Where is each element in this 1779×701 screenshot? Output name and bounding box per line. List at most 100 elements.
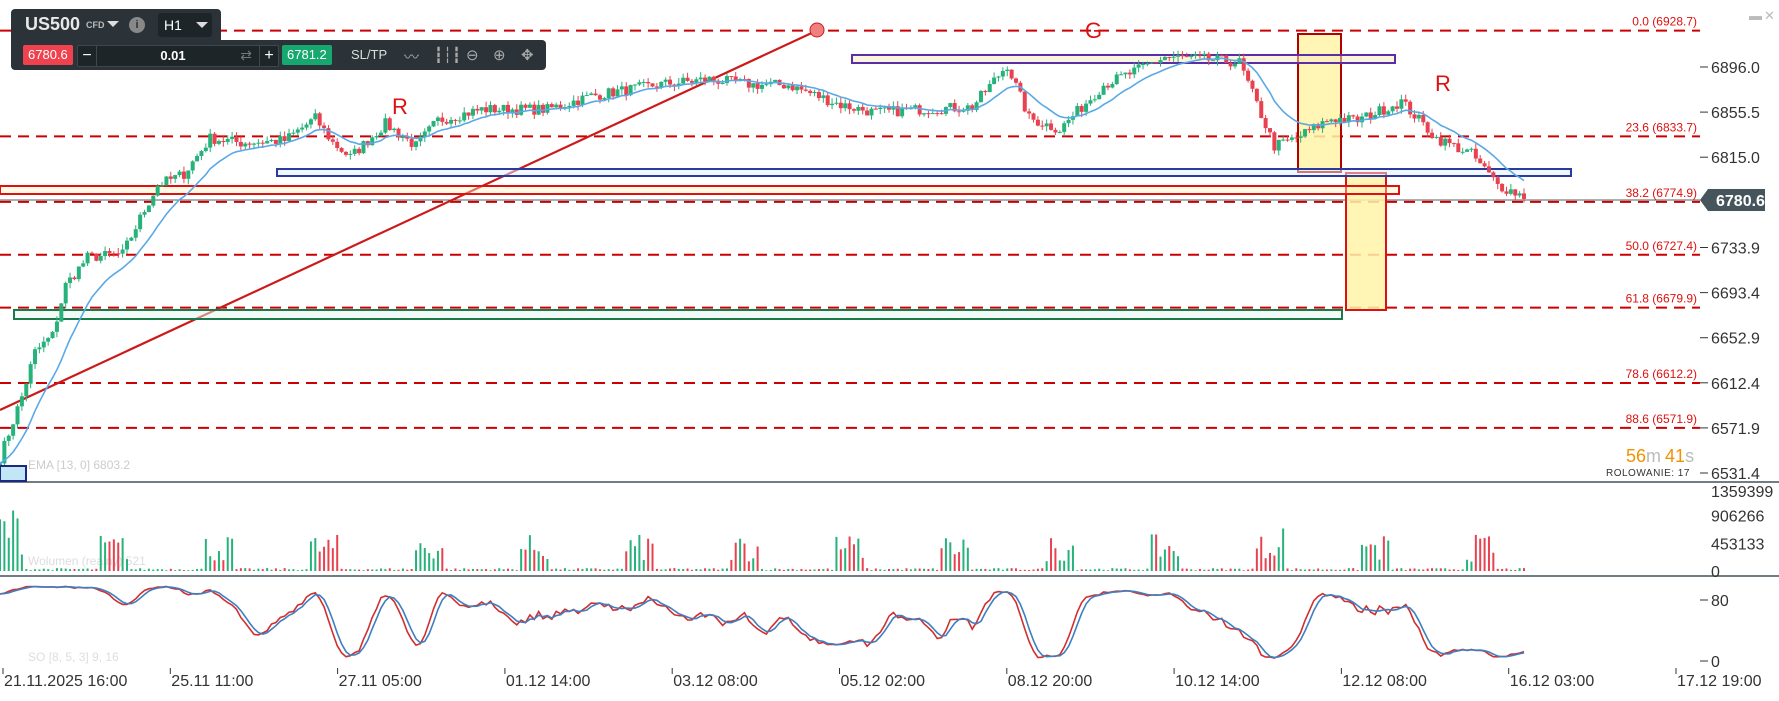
candle-body [59,303,64,322]
candle-body [1206,53,1211,61]
candle-body [120,249,125,254]
candle-body [895,106,900,117]
candle-body [308,119,313,125]
candle-body [834,102,839,104]
candle-body [825,95,830,106]
volume-input[interactable]: 0.01 [160,48,186,63]
candle-body [1412,114,1417,119]
candle-body [466,112,471,116]
fibonacci-retracement[interactable]: 0.0 (6928.7) 23.6 (6833.7) 38.2 (6774.9) 50… [0,15,1700,429]
candles-icon[interactable]: ┇┆┇ [434,47,462,64]
time-tick-label: 27.11 05:00 [339,673,422,690]
candle-body [50,331,55,339]
zone-box-green[interactable] [13,309,1343,320]
candle-body [1522,193,1526,199]
candle-body [361,141,366,154]
candle-body [238,141,243,147]
trend-line[interactable] [0,30,817,411]
sell-button[interactable]: 6780.6 [23,45,73,65]
volume-indicator-label[interactable]: Wolumen (realny) 521 [28,554,146,568]
candle-body [646,81,651,84]
candle-body [1075,106,1080,117]
time-axis[interactable]: 21.11.2025 16:00 25.11 11:00 27.11 05:00 01… [2,668,1762,690]
zoom-out-icon[interactable]: ⊖ [466,47,479,64]
ema-indicator-label[interactable]: EMA [13, 0] 6803.2 [28,458,130,472]
candle-body [409,138,414,147]
zone-box-purple[interactable] [851,54,1396,64]
timeframe-select[interactable]: H1 [158,13,212,37]
candle-body [278,136,283,144]
candle-body [1009,69,1014,79]
candle-body [1342,117,1347,123]
candle-body [330,139,335,142]
candle-body [580,95,585,105]
candle-body [379,132,383,137]
current-price-tag: 6780.6 [1700,189,1765,211]
symbol-dropdown-icon[interactable] [107,21,119,27]
ema-line [0,57,1525,465]
candle-body [506,104,510,114]
info-icon[interactable]: i [129,17,145,33]
candle-body [68,277,73,283]
candle-body [567,105,572,108]
zone-box-red[interactable] [0,185,1400,195]
candle-body [1460,151,1465,153]
candle-body [1390,106,1395,112]
buy-button[interactable]: 6781.2 [282,45,332,65]
candle-body [987,83,992,93]
candle-body [1272,132,1277,151]
candle-body [357,148,362,154]
candle-body [317,113,322,126]
candle-body [15,406,20,425]
swap-icon[interactable]: ⇄ [240,47,252,63]
crosshair-move-icon[interactable]: ✥ [521,47,534,64]
candle-body [1246,70,1251,81]
minimize-button[interactable]: ▬ [1749,8,1762,23]
decrease-button[interactable]: − [78,46,97,66]
price-tick-label: 6571.9 [1711,421,1760,438]
symbol-name[interactable]: US500 [25,14,81,34]
close-button[interactable]: ✕ [1764,8,1775,23]
candle-body [374,136,379,138]
candle-body [510,109,515,114]
candle-body [808,90,813,94]
candle-body [821,95,826,99]
candle-body [1141,64,1145,66]
candle-body [392,128,397,131]
candle-body [252,143,256,145]
candle-body [1478,158,1483,164]
line-chart-icon[interactable]: 〰 [404,49,420,66]
stoch-indicator-label[interactable]: SO [8, 5, 3] 9, 16 [28,650,119,664]
time-tick-label: 21.11.2025 16:00 [4,673,127,690]
candle-body [1254,88,1259,102]
zone-box-blue[interactable] [276,168,1572,177]
candle-body [1408,101,1413,115]
candle-body [1145,63,1150,65]
candle-body [1338,117,1343,123]
candle-body [1014,78,1018,83]
price-tick-label: 6693.4 [1711,286,1760,303]
trade-bar: 6780.6 − 0.01 ⇄ + 6781.2 SL/TP 〰 ┇┆┇ ⊖ ⊕… [11,40,546,70]
trend-line-handle[interactable] [809,22,825,38]
candle-body [168,176,173,179]
candle-body [1057,131,1062,133]
candle-body [624,86,629,96]
time-tick-label: 03.12 08:00 [673,673,758,690]
candle-body [1268,128,1272,133]
volume-stepper[interactable]: − 0.01 ⇄ + [77,45,279,67]
candle-body [260,142,265,144]
candle-body [111,253,116,255]
candle-body [291,132,296,134]
zoom-in-icon[interactable]: ⊕ [493,47,506,64]
candle-body [1219,55,1224,57]
increase-button[interactable]: + [259,46,278,66]
candle-body [689,80,694,83]
candle-body [1364,112,1369,117]
candle-body [724,76,729,84]
sltp-button[interactable]: SL/TP [351,47,388,62]
price-axis[interactable]: 6896.0 6855.5 6815.0 6733.9 6693.4 6652.9 6612… [1700,60,1760,483]
candle-body [983,91,988,93]
zone-box-small[interactable] [0,465,27,482]
candle-body [527,104,532,108]
